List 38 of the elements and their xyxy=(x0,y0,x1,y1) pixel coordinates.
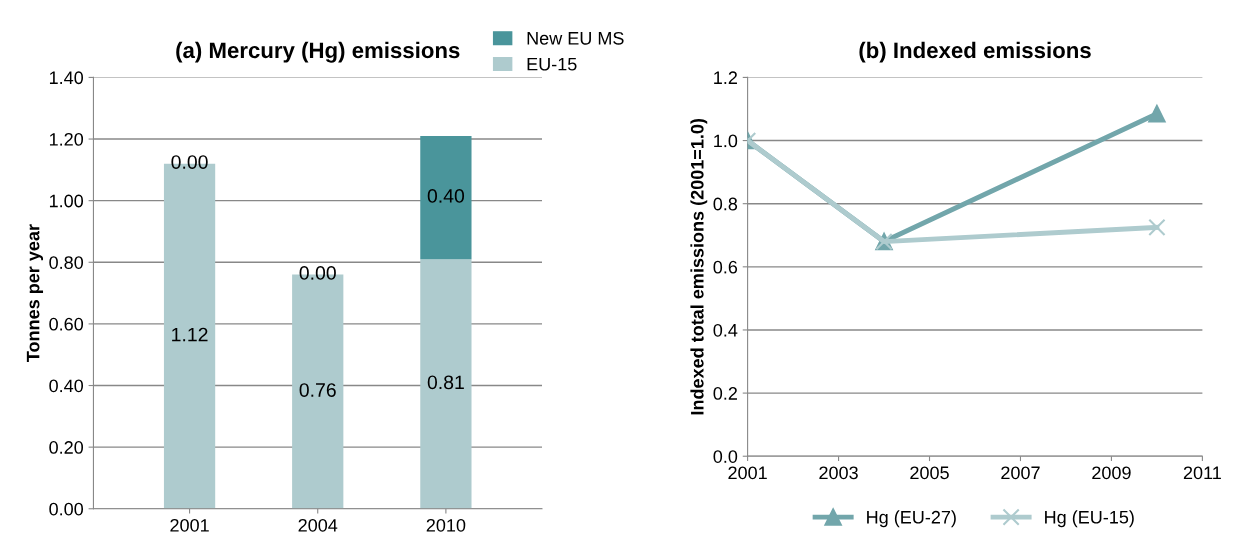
y-tick-label: 1.0 xyxy=(714,134,738,148)
legend-label: Hg (EU-27) xyxy=(867,510,956,528)
data-label: 0.76 xyxy=(299,383,336,397)
y-tick-label: 0.20 xyxy=(49,441,84,454)
x-tick-label: 2001 xyxy=(170,518,209,532)
y-tick-label: 0.8 xyxy=(713,197,738,211)
y-tick-label: 0.6 xyxy=(713,260,738,274)
y-tick-label: 0.00 xyxy=(49,502,84,516)
y-tick-label: 1.00 xyxy=(49,194,84,208)
y-tick-label: 1.20 xyxy=(49,132,84,146)
data-label: 1.12 xyxy=(172,327,208,342)
y-tick-label: 0.2 xyxy=(713,387,737,400)
x-tick-label: 2003 xyxy=(819,466,858,480)
x-tick-label: 2010 xyxy=(426,518,466,532)
x-tick-label: 2004 xyxy=(298,518,338,532)
x-tick-label: 2005 xyxy=(910,466,949,480)
y-tick-label: 0.80 xyxy=(49,256,84,269)
y-tick-label: 1.40 xyxy=(49,71,84,85)
chart-title: (a) Mercury (Hg) emissions xyxy=(176,41,460,63)
x-tick-label: 2001 xyxy=(728,466,767,480)
y-tick-label: 0.40 xyxy=(49,379,84,393)
x-tick-label: 2007 xyxy=(1001,466,1040,480)
y-tick-label: 0.0 xyxy=(713,450,738,463)
x-tick-label: 2009 xyxy=(1092,466,1131,480)
x-tick-label: 2011 xyxy=(1183,466,1221,480)
legend-label: EU-15 xyxy=(527,57,577,71)
data-label: 0.81 xyxy=(427,375,464,390)
y-axis-title: Indexed total emissions (2001=1.0) xyxy=(690,118,708,415)
y-tick-label: 0.4 xyxy=(713,323,738,337)
y-axis-title: Tonnes per year xyxy=(26,224,44,362)
y-tick-label: 0.60 xyxy=(49,317,84,331)
legend-label: Hg (EU-15) xyxy=(1045,510,1134,528)
data-label: 0.00 xyxy=(299,266,336,280)
data-label: 0.00 xyxy=(171,155,208,169)
legend-label: New EU MS xyxy=(527,31,624,45)
chart-title: (b) Indexed emissions xyxy=(859,41,1091,63)
y-tick-label: 1.2 xyxy=(714,71,737,84)
data-label: 0.40 xyxy=(427,189,465,203)
